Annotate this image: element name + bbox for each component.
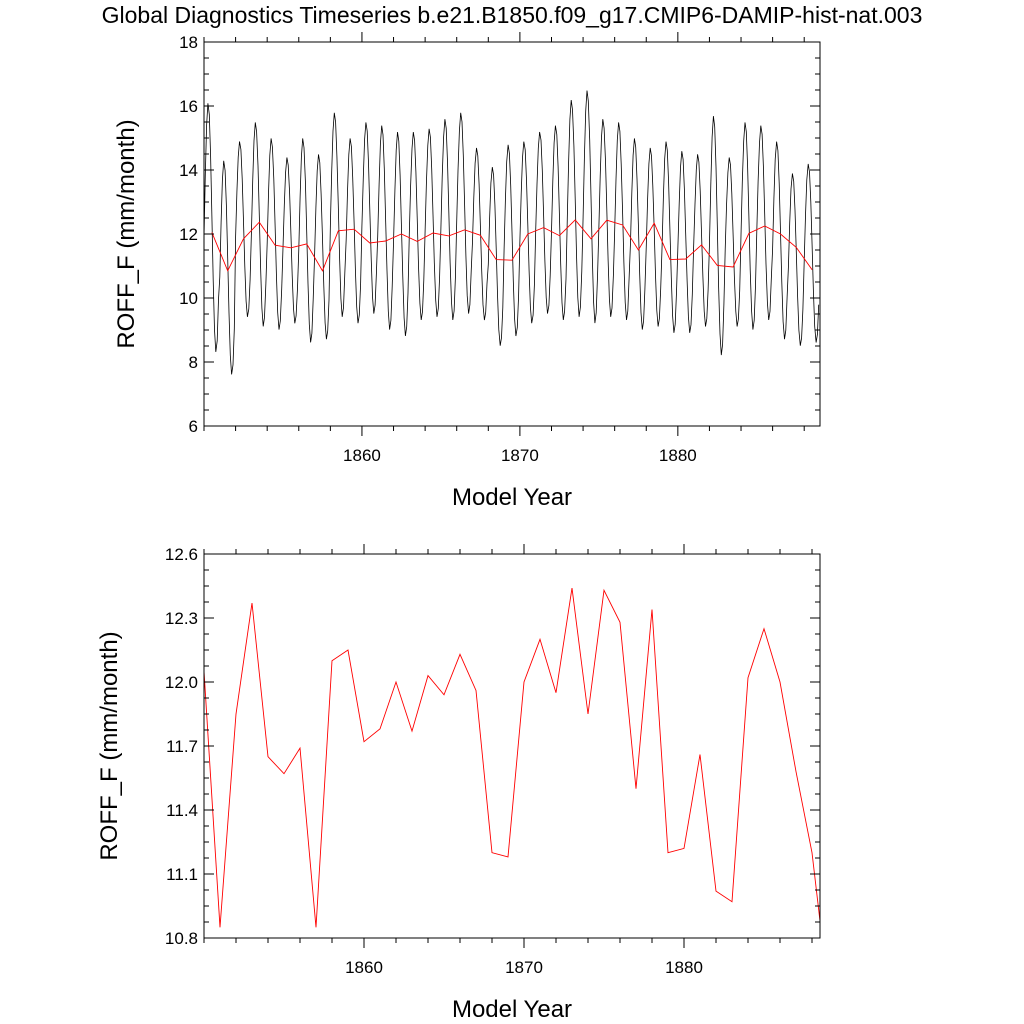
y-tick-label: 18 xyxy=(179,33,198,52)
y-tick-label: 12.0 xyxy=(165,673,198,692)
y-axis-title: ROFF_F (mm/month) xyxy=(113,119,140,348)
y-axis-title: ROFF_F (mm/month) xyxy=(96,631,123,860)
y-tick-label: 8 xyxy=(189,353,198,372)
y-tick-label: 12 xyxy=(179,225,198,244)
x-tick-label: 1870 xyxy=(501,446,539,465)
y-tick-label: 6 xyxy=(189,417,198,436)
y-tick-label: 12.6 xyxy=(165,545,198,564)
top-panel-monthly-and-annual: 6 8 10 12 14 16 18 1860 1870 1880 Model Year ROFF_F… xyxy=(113,32,821,511)
y-tick-label: 14 xyxy=(179,161,198,180)
page-title: Global Diagnostics Timeseries b.e21.B185… xyxy=(101,2,923,28)
series-line-annual xyxy=(204,588,820,928)
x-tick-label: 1870 xyxy=(505,958,543,977)
plot-frame xyxy=(203,553,821,939)
y-tick-label: 11.7 xyxy=(166,737,198,756)
series-line-monthly xyxy=(204,90,820,375)
y-tick-label: 10.8 xyxy=(165,929,198,948)
x-tick-label: 1860 xyxy=(343,446,381,465)
y-tick-label: 11.4 xyxy=(166,801,198,820)
y-tick-label: 10 xyxy=(179,289,198,308)
y-tick-label: 11.1 xyxy=(166,865,198,884)
x-tick-label: 1860 xyxy=(345,958,383,977)
y-tick-label: 12.3 xyxy=(165,609,198,628)
x-axis-title: Model Year xyxy=(452,996,572,1023)
bottom-panel-annual-mean: 10.8 11.1 11.4 11.7 12.0 12.3 12.6 1860 1870 1880… xyxy=(96,544,821,1023)
x-tick-label: 1880 xyxy=(665,958,703,977)
y-tick-label: 16 xyxy=(179,97,198,116)
x-tick-label: 1880 xyxy=(659,446,697,465)
x-axis-title: Model Year xyxy=(452,484,572,511)
